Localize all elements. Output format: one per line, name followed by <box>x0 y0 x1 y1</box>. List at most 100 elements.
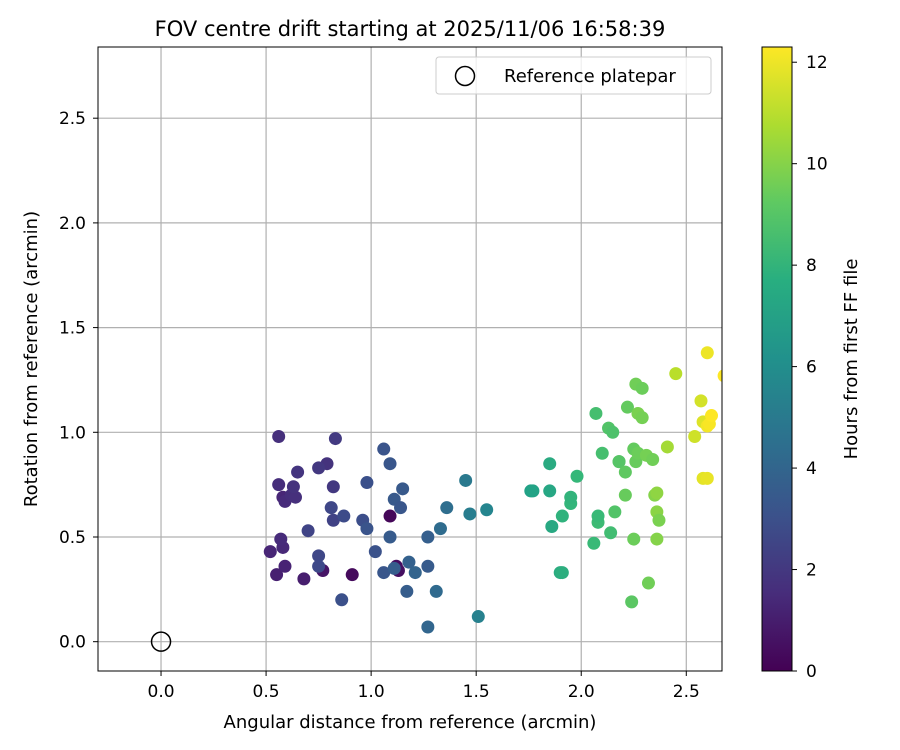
scatter-point <box>604 526 618 540</box>
scatter-point <box>383 509 397 523</box>
scatter-point <box>526 484 540 498</box>
scatter-point <box>618 465 632 479</box>
x-tick-label: 1.5 <box>463 682 490 702</box>
scatter-point <box>704 409 718 423</box>
x-tick-label: 0.5 <box>253 682 280 702</box>
y-tick-label: 0.5 <box>59 528 86 548</box>
colorbar-tick-label: 6 <box>806 358 817 378</box>
scatter-point <box>688 429 702 443</box>
scatter-point <box>326 480 340 494</box>
legend-box <box>435 56 712 95</box>
scatter-point <box>394 501 408 515</box>
scatter-point <box>368 545 382 559</box>
scatter-point <box>326 513 340 527</box>
scatter-point <box>717 369 722 382</box>
colorbar-tick-label: 8 <box>806 256 817 276</box>
y-tick-label: 1.5 <box>59 319 86 339</box>
scatter-point <box>595 446 609 460</box>
scatter-point <box>652 513 666 527</box>
scatter-point <box>429 584 443 598</box>
legend-label: Reference platepar <box>504 66 676 87</box>
scatter-point <box>589 406 603 420</box>
scatter-point <box>570 469 584 483</box>
scatter-point <box>618 488 632 502</box>
scatter-point <box>433 522 447 536</box>
legend: Reference platepar <box>435 56 712 95</box>
colorbar-tick-label: 10 <box>806 155 828 175</box>
scatter-point <box>335 593 349 607</box>
scatter-point <box>471 610 485 624</box>
scatter-point <box>377 442 391 456</box>
scatter-point <box>555 566 569 580</box>
colorbar-tick-label: 0 <box>806 662 817 682</box>
scatter-point <box>286 480 300 494</box>
scatter-point <box>669 367 683 381</box>
x-tick-label: 2.5 <box>673 682 700 702</box>
scatter-points <box>263 346 722 634</box>
colorbar-label: Hours from first FF file <box>841 259 862 460</box>
scatter-point <box>263 545 277 559</box>
scatter-point <box>591 509 605 523</box>
scatter-point <box>700 346 714 360</box>
scatter-point <box>608 505 622 519</box>
scatter-point <box>650 486 664 500</box>
scatter-point <box>337 509 351 523</box>
scatter-point <box>402 555 416 569</box>
x-axis-ticks: 0.0 0.5 1.0 1.5 2.0 2.5 <box>148 671 700 702</box>
reference-platepar-marker <box>150 631 172 652</box>
y-tick-label: 0.0 <box>59 633 86 653</box>
scatter-point <box>421 620 435 634</box>
scatter-point <box>694 394 708 408</box>
scatter-point <box>288 490 302 504</box>
scatter-point <box>324 501 338 515</box>
scatter-point <box>396 482 410 496</box>
x-tick-label: 1.0 <box>358 682 385 702</box>
scatter-point <box>400 584 414 598</box>
scatter-point <box>641 576 655 590</box>
x-tick-label: 0.0 <box>148 682 175 702</box>
scatter-point <box>440 501 454 515</box>
x-tick-label: 2.0 <box>568 682 595 702</box>
scatter-point <box>297 572 311 586</box>
scatter-point <box>421 559 435 573</box>
scatter-point <box>272 429 286 443</box>
scatter-point <box>312 559 326 573</box>
scatter-point <box>383 530 397 544</box>
scatter-point <box>274 532 288 546</box>
scatter-point <box>564 490 578 504</box>
scatter-point <box>700 471 714 485</box>
scatter-point <box>646 453 660 467</box>
scatter-point <box>360 522 374 536</box>
scatter-point <box>345 568 359 582</box>
scatter-point <box>627 532 641 546</box>
scatter-point <box>328 432 342 446</box>
colorbar-frame <box>761 46 793 672</box>
scatter-point <box>555 509 569 523</box>
chart-title: FOV centre drift starting at 2025/11/06 … <box>155 17 666 41</box>
scatter-point <box>635 381 649 395</box>
scatter-point <box>650 532 664 546</box>
colorbar-ticks: 0 2 4 6 8 10 12 <box>792 53 828 682</box>
legend-marker-icon <box>454 65 476 87</box>
scatter-point <box>312 549 326 563</box>
scatter-point <box>301 524 315 538</box>
scatter-point <box>606 425 620 439</box>
scatter-point <box>408 566 422 580</box>
x-axis-label: Angular distance from reference (arcmin) <box>224 712 597 733</box>
y-axis-label: Rotation from reference (arcmin) <box>21 211 42 507</box>
scatter-point <box>383 457 397 471</box>
grid <box>98 47 722 671</box>
colorbar-gradient <box>762 47 792 671</box>
scatter-point <box>463 507 477 521</box>
colorbar-tick-label: 2 <box>806 561 817 581</box>
scatter-point <box>587 536 601 550</box>
scatter-point <box>377 566 391 580</box>
colorbar: 0 2 4 6 8 10 12 Hours from first FF file <box>761 46 862 682</box>
scatter-point <box>543 457 557 471</box>
scatter-point <box>272 478 286 492</box>
scatter-point <box>459 473 473 487</box>
scatter-point <box>625 595 639 609</box>
scatter-point <box>660 440 674 454</box>
y-tick-label: 2.5 <box>59 109 86 129</box>
